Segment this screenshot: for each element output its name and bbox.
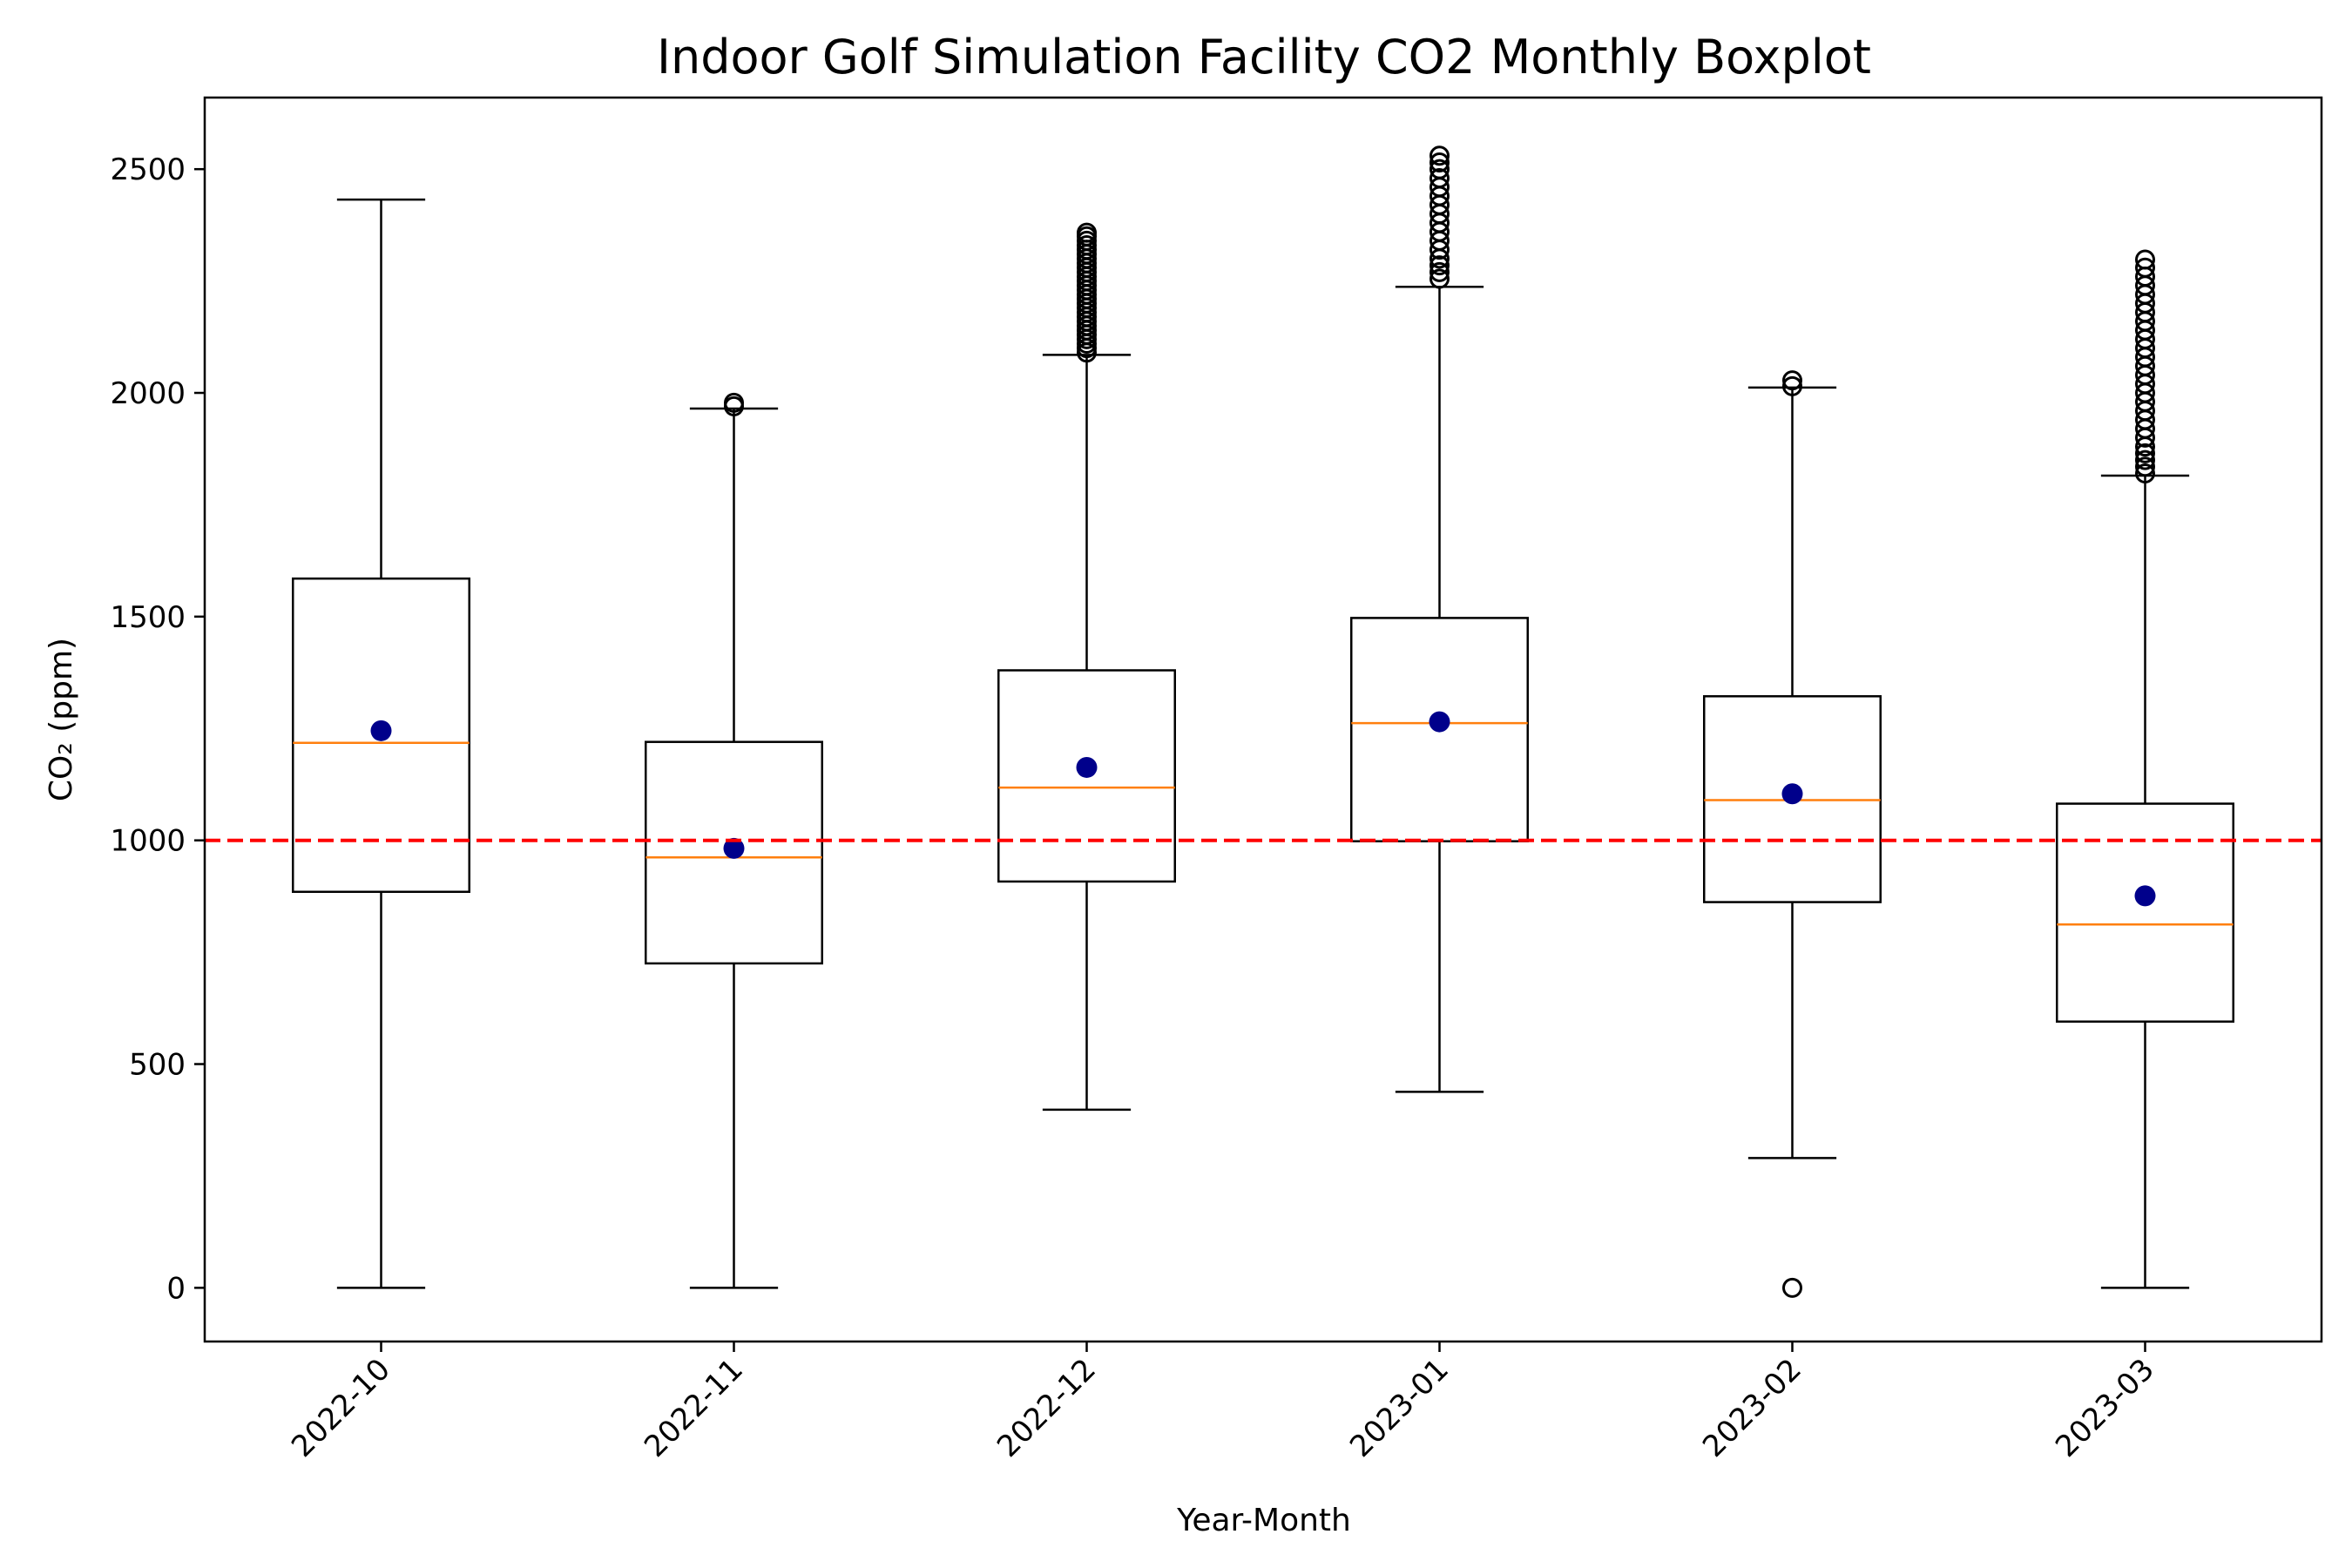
y-tick-label: 500 [129,1048,186,1083]
iqr-box [292,577,470,894]
mean-point [1076,756,1098,778]
plot-area [205,145,2322,1298]
y-axis: 0 500 1000 1500 2000 2500 [110,152,205,1306]
mean-point [2134,885,2156,907]
x-axis: 2022-10 2022-11 2022-12 2023-01 2023-02 2023-… [285,1342,2161,1464]
outlier-point [2135,443,2155,463]
mean-point [1429,711,1450,733]
mean-point [370,720,392,741]
outlier-point [1429,145,1450,166]
iqr-box [645,740,823,965]
iqr-box [997,669,1176,883]
y-axis-label: CO₂ (ppm) [44,638,79,801]
y-tick-label: 2500 [110,152,186,187]
outlier-point [1429,261,1450,282]
x-tick-label: 2023-01 [1343,1352,1456,1464]
box-group-2023-03 [2056,249,2234,1289]
x-axis-label: Year-Month [1176,1503,1351,1538]
outlier-point [2135,463,2155,483]
iqr-box [2056,802,2234,1023]
outlier-point [724,392,744,413]
outlier-point [1782,1277,1802,1298]
mean-point [1781,783,1803,805]
outlier-point [1429,268,1450,289]
box-group-2022-12 [997,222,1176,1112]
outlier-point [1782,375,1802,396]
outlier-point [1429,167,1450,188]
plot-frame [203,96,2323,1343]
outlier-point [1429,152,1450,172]
x-tick-label: 2023-02 [1696,1352,1808,1464]
x-tick-label: 2022-11 [638,1352,750,1464]
outlier-point [2135,456,2155,477]
x-tick-label: 2022-10 [285,1352,397,1464]
y-tick-label: 1500 [110,600,186,635]
y-tick-label: 2000 [110,376,186,411]
x-tick-label: 2023-03 [2049,1352,2161,1464]
outlier-point [1077,222,1097,243]
outlier-point [2135,257,2155,278]
outlier-point [2135,449,2155,470]
outlier-point [1429,255,1450,276]
box-group-2022-11 [645,392,823,1289]
outlier-point [1782,370,1802,391]
outlier-point [1429,159,1450,179]
outlier-point [2135,249,2155,270]
chart-title: Indoor Golf Simulation Facility CO2 Mont… [657,30,1871,84]
y-tick-label: 1000 [110,824,186,859]
box-group-2022-10 [292,198,470,1289]
x-tick-label: 2022-12 [990,1352,1103,1464]
box-group-2023-02 [1703,370,1882,1298]
box-group-2023-01 [1350,145,1529,1093]
y-tick-label: 0 [166,1271,186,1306]
mean-point [723,837,745,859]
